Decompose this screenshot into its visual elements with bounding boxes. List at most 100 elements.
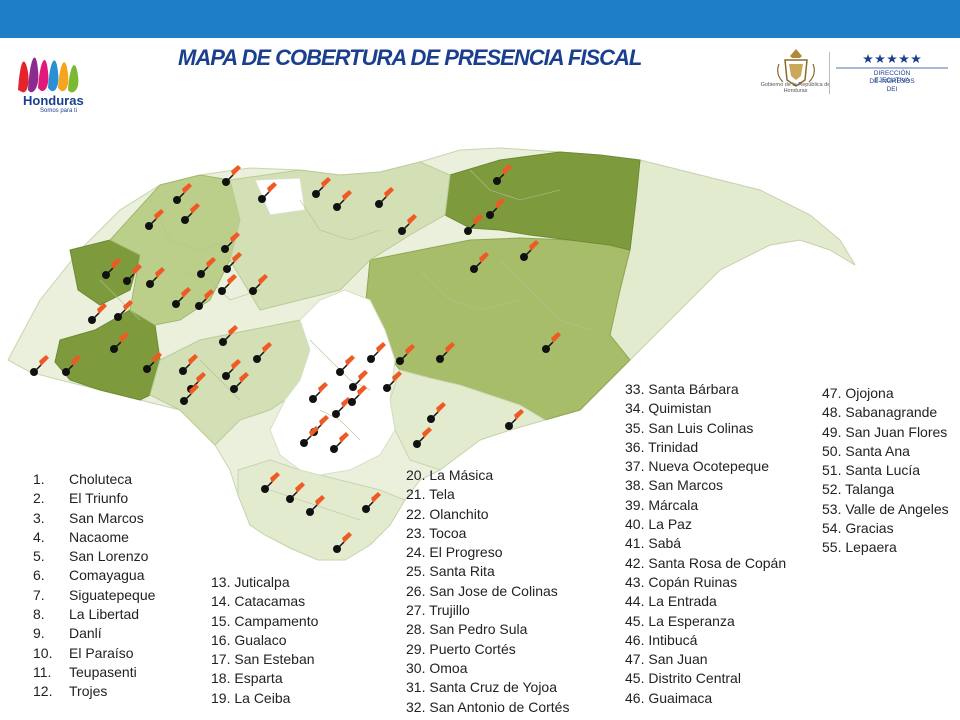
push-pin-icon	[357, 385, 367, 396]
office-pin-marker	[383, 371, 402, 392]
honduras-coverage-map	[7, 147, 856, 561]
office-pin-marker	[375, 187, 394, 208]
office-pin-marker	[542, 332, 561, 353]
list-item: 24. El Progreso	[406, 544, 503, 561]
office-pin-marker	[181, 203, 200, 224]
office-pin-marker	[312, 177, 331, 198]
location-dot-icon	[145, 222, 153, 230]
list-column-5: 47. Ojojona 48. Sabanagrande 49. San Jua…	[822, 384, 957, 558]
list-column-4: 33. Santa Bárbara 34. Quimistan 35. San …	[625, 380, 786, 708]
office-pin-marker	[349, 370, 368, 391]
list-item: 48. Sabanagrande	[822, 404, 938, 421]
push-pin-icon	[342, 190, 352, 201]
list-item: 25. Santa Rita	[406, 563, 495, 580]
office-pin-marker	[413, 427, 432, 448]
location-dot-icon	[30, 368, 38, 376]
location-dot-icon	[221, 245, 229, 253]
office-pin-marker	[222, 359, 241, 380]
push-pin-icon	[154, 209, 164, 220]
push-pin-icon	[132, 264, 142, 275]
list-item: 19. La Ceiba	[211, 689, 291, 706]
push-pin-icon	[181, 287, 191, 298]
dei-line-2: DE INGRESOS	[869, 78, 915, 85]
list-item: 54. Gracias	[822, 520, 894, 537]
list-item: 23. Tocoa	[406, 524, 467, 541]
dei-logo-stars-icon	[836, 54, 948, 69]
location-dot-icon	[197, 270, 205, 278]
push-pin-icon	[321, 177, 331, 188]
office-pin-marker	[195, 289, 214, 310]
region-east-pale	[609, 159, 856, 361]
list-item: 1. Choluteca	[33, 471, 133, 487]
push-pin-icon	[392, 371, 402, 382]
list-item: 35. San Luis Colinas	[625, 419, 754, 436]
office-pin-marker	[180, 384, 199, 405]
location-dot-icon	[336, 368, 344, 376]
location-dot-icon	[219, 338, 227, 346]
office-pin-marker	[436, 342, 455, 363]
region-west-medium	[109, 174, 241, 326]
logo-divider	[829, 52, 830, 94]
office-pin-marker	[88, 303, 107, 324]
list-item: 50. Santa Ana	[822, 442, 910, 459]
list-item: 46. Intibucá	[625, 631, 698, 648]
page-title: MAPA DE COBERTURA DE PRESENCIA FISCAL	[178, 45, 642, 70]
list-item: 43. Copán Ruinas	[625, 573, 738, 590]
office-pin-marker	[146, 267, 165, 288]
region-southwest-light	[149, 319, 321, 446]
office-pin-marker	[172, 287, 191, 308]
list-item: 38. San Marcos	[625, 477, 724, 494]
location-dot-icon	[375, 200, 383, 208]
list-item: 20. La Másica	[406, 467, 494, 483]
region-elparaiso-light	[389, 369, 547, 471]
location-dot-icon	[218, 287, 226, 295]
location-dot-icon	[286, 495, 294, 503]
list-column-1: 1. Choluteca 2. El Triunfo 3. San Marcos 4.…	[33, 470, 155, 702]
office-pin-marker	[330, 432, 349, 453]
push-pin-icon	[358, 370, 368, 381]
location-dot-icon	[253, 355, 261, 363]
push-pin-icon	[270, 472, 280, 483]
office-pin-marker	[362, 492, 381, 513]
location-dot-icon	[332, 410, 340, 418]
push-pin-icon	[345, 355, 355, 366]
list-item: 42. Santa Rosa de Copán	[625, 554, 787, 571]
location-dot-icon	[249, 287, 257, 295]
push-pin-icon	[258, 274, 268, 285]
location-dot-icon	[333, 203, 341, 211]
push-pin-icon	[319, 415, 329, 426]
push-pin-icon	[231, 359, 241, 370]
location-dot-icon	[179, 367, 187, 375]
list-item: 18. Esparta	[211, 670, 283, 687]
dei-line-1: DIRECCIÓN EJECUTIVA	[873, 70, 911, 84]
location-dot-icon	[309, 395, 317, 403]
list-item: 37. Nueva Ocotepeque	[625, 458, 769, 475]
location-dot-icon	[146, 280, 154, 288]
push-pin-icon	[529, 240, 539, 251]
push-pin-icon	[495, 198, 505, 209]
location-dot-icon	[398, 227, 406, 235]
list-item: 27. Trujillo	[406, 602, 470, 619]
location-dot-icon	[470, 265, 478, 273]
office-pin-marker	[62, 355, 81, 376]
push-pin-icon	[502, 164, 512, 175]
office-pin-marker	[396, 344, 415, 365]
push-pin-icon	[436, 402, 446, 413]
office-pin-marker	[306, 495, 325, 516]
push-pin-icon	[123, 300, 133, 311]
location-dot-icon	[181, 216, 189, 224]
location-dot-icon	[436, 355, 444, 363]
list-item: 11. Teupasenti	[33, 663, 137, 680]
push-pin-icon	[227, 274, 237, 285]
location-dot-icon	[396, 357, 404, 365]
office-pin-marker	[173, 183, 192, 204]
location-dot-icon	[427, 415, 435, 423]
location-dot-icon	[520, 253, 528, 261]
list-item: 17. San Esteban	[211, 651, 315, 668]
push-pin-icon	[309, 426, 319, 437]
location-dot-icon	[222, 372, 230, 380]
list-item: 40. La Paz	[625, 516, 692, 533]
location-dot-icon	[330, 445, 338, 453]
push-pin-icon	[232, 252, 242, 263]
location-dot-icon	[306, 508, 314, 516]
